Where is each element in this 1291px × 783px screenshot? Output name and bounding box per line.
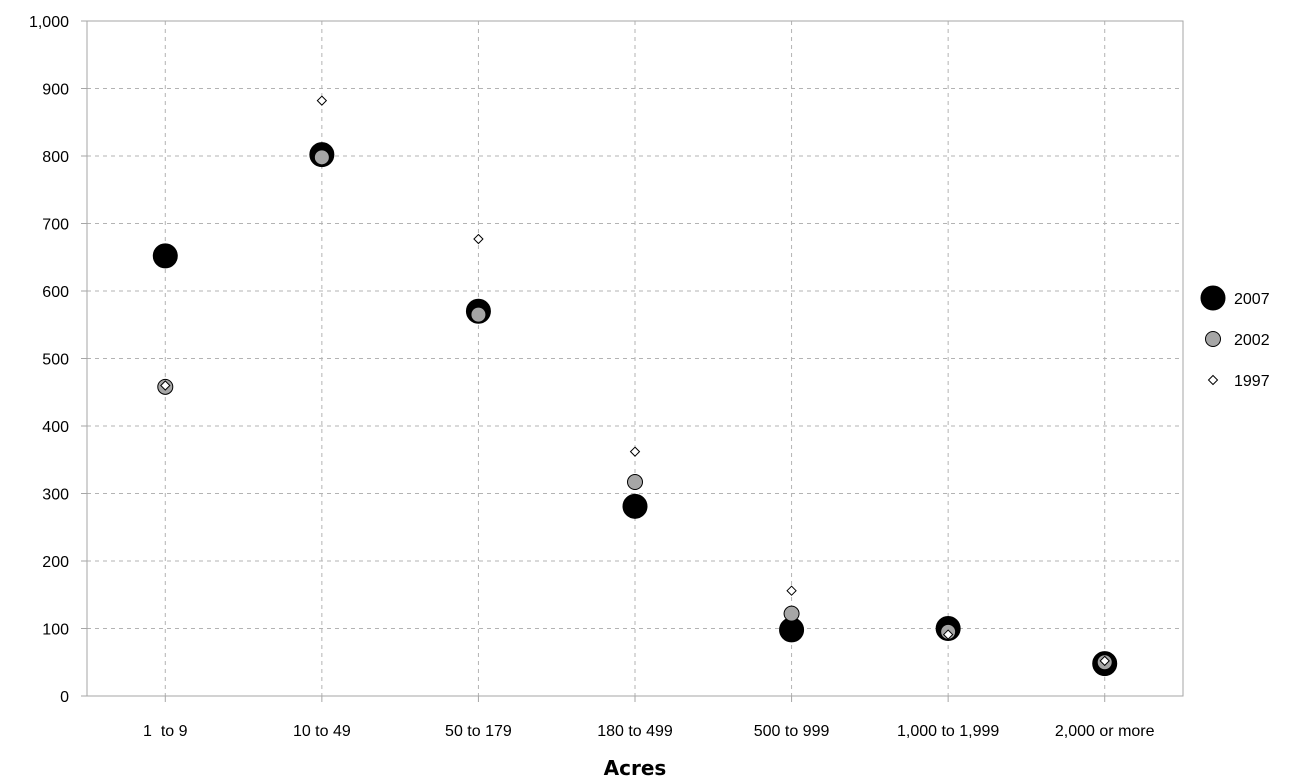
- data-point-2007: [623, 494, 647, 518]
- legend-marker-1997: [1209, 376, 1218, 385]
- x-axis: 1 to 9 10 to 49 50 to 179 180 to 499 500 to …: [143, 696, 1155, 740]
- legend-label: 2002: [1234, 332, 1270, 349]
- y-axis: 0 100 200 300 400 500 600 700 800 900 1,000: [29, 14, 87, 706]
- legend: 2007 2002 1997: [1201, 286, 1270, 390]
- x-tick-label: 180 to 499: [597, 723, 673, 740]
- x-tick-label: 10 to 49: [293, 723, 351, 740]
- y-tick-label: 1,000: [29, 14, 69, 31]
- y-tick-label: 0: [60, 689, 69, 706]
- x-tick-label: 1,000 to 1,999: [897, 723, 999, 740]
- data-point-1997: [474, 235, 483, 244]
- x-tick-label: 1 to 9: [143, 723, 188, 740]
- data-point-2002: [628, 475, 643, 490]
- legend-label: 1997: [1234, 373, 1270, 390]
- y-tick-label: 900: [42, 82, 69, 99]
- x-tick-label: 50 to 179: [445, 723, 512, 740]
- legend-marker-2007: [1201, 286, 1225, 310]
- y-tick-label: 800: [42, 149, 69, 166]
- y-tick-label: 200: [42, 554, 69, 571]
- data-point-2002: [314, 150, 329, 165]
- data-point-2002: [471, 307, 486, 322]
- x-tick-label: 2,000 or more: [1055, 723, 1155, 740]
- data-point-1997: [631, 447, 640, 456]
- y-tick-label: 400: [42, 419, 69, 436]
- data-point-2007: [153, 244, 177, 268]
- data-point-1997: [787, 586, 796, 595]
- data-point-2002: [784, 606, 799, 621]
- legend-marker-2002: [1206, 332, 1221, 347]
- y-tick-label: 100: [42, 622, 69, 639]
- x-tick-label: 500 to 999: [754, 723, 830, 740]
- y-tick-label: 500: [42, 352, 69, 369]
- y-tick-label: 600: [42, 284, 69, 301]
- legend-label: 2007: [1234, 291, 1270, 308]
- y-tick-label: 300: [42, 487, 69, 504]
- gridlines: [87, 21, 1183, 696]
- y-tick-label: 700: [42, 217, 69, 234]
- data-point-1997: [317, 96, 326, 105]
- x-axis-title: Acres: [604, 756, 667, 780]
